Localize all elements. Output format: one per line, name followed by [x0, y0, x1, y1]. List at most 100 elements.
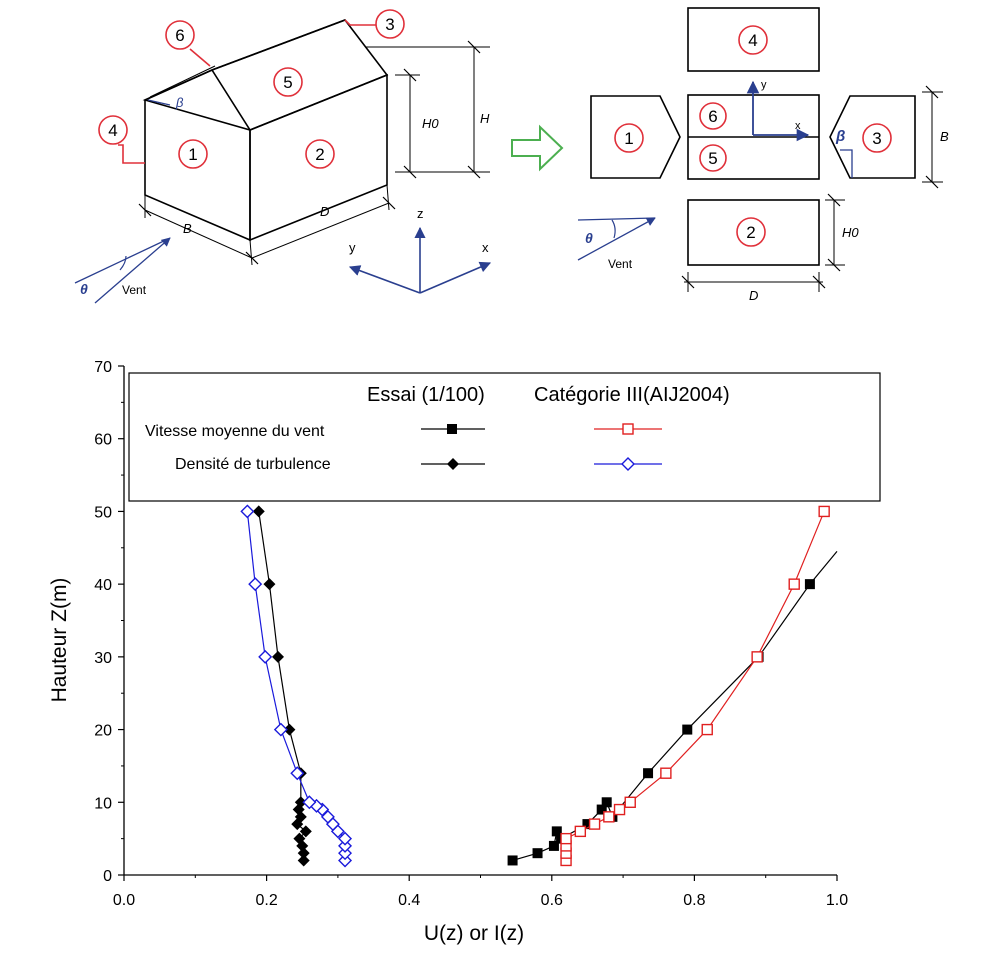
beta-label-plan: β: [835, 128, 845, 145]
plan-face-6-label: 6: [708, 107, 717, 126]
x-axis-title: U(z) or I(z): [424, 922, 524, 945]
face-3-label: 3: [385, 15, 394, 34]
face-2-label: 2: [315, 145, 324, 164]
x-tick-label: 0.6: [541, 892, 563, 909]
data-point: [294, 796, 307, 809]
data-point: [788, 578, 800, 590]
face-4-label: 4: [108, 121, 117, 140]
data-point: [588, 818, 601, 830]
data-point: [682, 724, 693, 735]
z-axis-label: z: [417, 206, 424, 221]
chart: 0.0 0.2 0.4 0.6 0.8 1.0 0 10 20 30 40 50 60 70 Essai …: [48, 359, 881, 945]
legend-row-turb: Densité de turbulence: [175, 456, 331, 473]
circle-labels-plan: 4 1 6 5 3 2: [614, 25, 892, 247]
x-tick-label: 1.0: [826, 892, 848, 909]
data-point: [560, 832, 572, 845]
circle-labels-3d: 4 6 3 5 1 2: [98, 9, 405, 169]
y-tick-label: 40: [94, 577, 112, 594]
data-point: [613, 803, 626, 816]
plan-axes: [746, 80, 810, 142]
plan-y-label: y: [761, 79, 767, 91]
legend-col-test: Essai (1/100): [367, 384, 485, 406]
y-tick-label: 20: [94, 723, 112, 740]
x-tick-label: 0.8: [683, 892, 705, 909]
theta-label-plan: θ: [585, 230, 593, 246]
data-point: [338, 846, 353, 861]
data-point: [818, 505, 830, 518]
data-point: [338, 853, 353, 868]
plan-x-label: x: [795, 120, 801, 132]
face-1-outline: [144, 68, 251, 242]
y-tick-label: 50: [94, 504, 112, 521]
y-axis-title: Hauteur Z(m): [48, 578, 71, 703]
face-5-label: 5: [283, 73, 292, 92]
data-point: [701, 723, 713, 736]
data-point: [596, 804, 607, 815]
data-point: [263, 578, 276, 591]
legend-row-mean: Vitesse moyenne du vent: [145, 423, 325, 440]
y-axis-label: y: [349, 240, 356, 255]
face-1-label: 1: [188, 145, 197, 164]
theta-label-3d: θ: [80, 281, 88, 297]
data-point: [548, 840, 559, 851]
data-point: [290, 766, 305, 781]
ridge-line: [211, 19, 346, 71]
legend-marker-cat-mean: [622, 423, 634, 435]
legend-col-cat: Catégorie III(AIJ2004): [534, 384, 730, 406]
wind-arrow-plan: θ Vent: [577, 217, 656, 271]
data-point: [297, 854, 310, 867]
y-tick-label: 70: [94, 359, 112, 376]
data-point: [804, 579, 815, 590]
x-axis-label: x: [482, 240, 489, 255]
x-tick-label: 0.0: [113, 892, 135, 909]
h0-label: H0: [422, 116, 439, 131]
data-point: [338, 838, 353, 853]
h-label: H: [480, 111, 490, 126]
data-point: [258, 649, 273, 664]
data-point: [660, 767, 672, 779]
y-tick-label: 30: [94, 650, 112, 667]
y-tick-label: 10: [94, 795, 112, 812]
plan-face-2-label: 2: [746, 223, 755, 242]
data-point: [293, 832, 306, 845]
legend-box: [128, 372, 881, 502]
roof-edge: [149, 65, 216, 98]
data-point: [240, 504, 255, 519]
data-point: [603, 811, 615, 823]
data-point: [751, 651, 763, 663]
data-point: [624, 796, 636, 808]
series-layer: [240, 504, 838, 868]
data-point: [273, 722, 288, 737]
y-tick-label: 0: [103, 868, 112, 885]
data-point: [302, 795, 317, 810]
b-label-3d: B: [183, 221, 192, 236]
data-point: [532, 848, 543, 859]
plan-face-3-label: 3: [872, 129, 881, 148]
legend: Essai (1/100) Catégorie III(AIJ2004) Vit…: [128, 372, 881, 502]
data-point: [248, 577, 263, 592]
d-label-plan: D: [749, 288, 758, 303]
axes-xyz: [348, 226, 492, 294]
plan-diagram: [590, 7, 943, 292]
plan-face-3: [829, 95, 916, 179]
data-point: [643, 768, 654, 779]
plan-face-4-label: 4: [748, 31, 757, 50]
legend-marker-test-mean: [447, 424, 457, 434]
data-point: [252, 505, 265, 518]
x-tick-label: 0.4: [398, 892, 420, 909]
beta-label-3d: β: [175, 95, 184, 110]
house-3d-diagram: [138, 19, 490, 266]
x-tick-label: 0.2: [255, 892, 277, 909]
wind-label-3d: Vent: [122, 283, 147, 297]
data-point: [507, 855, 518, 866]
axis-ticks: 0.0 0.2 0.4 0.6 0.8 1.0 0 10 20 30 40 50 60 70: [94, 359, 848, 909]
d-label-3d: D: [320, 204, 329, 219]
data-point: [272, 650, 285, 663]
transform-arrow: [511, 124, 564, 172]
plan-face-1: [590, 95, 681, 179]
h0-label-plan: H0: [842, 225, 859, 240]
plan-face-1-label: 1: [624, 129, 633, 148]
wind-label-plan: Vent: [608, 257, 633, 271]
face-6-label: 6: [175, 26, 184, 45]
